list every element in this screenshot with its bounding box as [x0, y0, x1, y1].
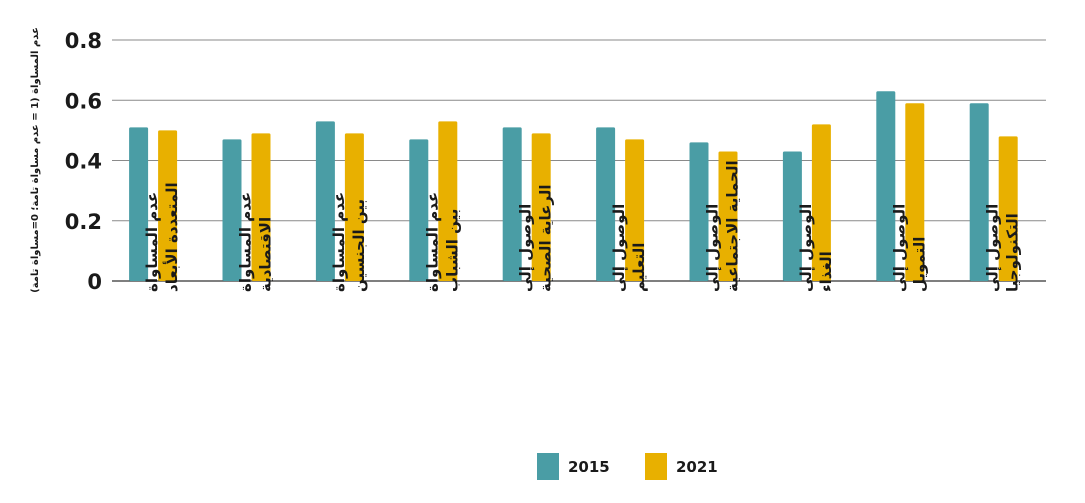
bar-2021-4	[438, 121, 458, 282]
category-label-line: الوصول إلى	[797, 204, 815, 292]
category-label: الوصول إلى التكنولوجيا	[984, 204, 1022, 292]
bar-2015-6	[596, 127, 616, 281]
bar-2021-3	[344, 133, 364, 281]
bar-2015-10	[969, 103, 989, 281]
bar-2015-3	[315, 121, 335, 282]
category-label-line: الوصول إلى	[703, 204, 721, 292]
category-label-line: الحماية الاجتماعية	[723, 160, 741, 292]
bar-2015-5	[502, 127, 522, 281]
y-axis-label: عدم المساواة (1 = عدم مساواة تامة؛ 0=مسا…	[30, 27, 41, 293]
y-axis-ticks: 0 0.2 0.4 0.6 0.8	[65, 29, 102, 294]
category-label-line: بين الجنسين	[350, 199, 368, 292]
category-label-line: الوصول إلى	[984, 204, 1002, 292]
category-label: الوصول إلى التمويل	[890, 204, 928, 292]
category-label-line: بين الشباب	[443, 209, 461, 292]
bar-2015-9	[876, 91, 896, 282]
category-label: عدم المساواة بين الشباب	[423, 192, 461, 292]
category-label: الوصول إلى التعليم	[610, 204, 648, 292]
category-label-line: عدم المساواة	[330, 192, 348, 292]
bar-2021-7	[718, 151, 738, 281]
y-tick-label: 0.6	[65, 89, 102, 113]
bar-2021-9	[905, 103, 925, 281]
category-label-line: التمويل	[910, 237, 928, 292]
bar-2015-8	[782, 151, 802, 281]
category-label-line: الاقتصادية	[256, 217, 274, 292]
category-label-line: عدم المساواة	[236, 192, 254, 292]
category-label: الوصول إلى الغذاء	[797, 204, 835, 292]
category-label-line: الغذاء	[817, 251, 835, 292]
category-label: عدم المساواة الاقتصادية	[236, 192, 274, 292]
legend-label-2021: 2021	[676, 458, 718, 476]
bar-2021-10	[998, 136, 1018, 281]
bar-2021-8	[811, 124, 831, 281]
y-tick-label: 0.2	[65, 210, 102, 234]
legend: 2015 2021	[537, 453, 718, 480]
y-tick-label: 0.4	[65, 150, 102, 174]
bar-2015-1	[129, 127, 149, 281]
category-label: الوصول إلى الحماية الاجتماعية	[703, 160, 741, 292]
y-tick-label: 0	[87, 270, 102, 294]
bar-2015-7	[689, 142, 709, 281]
category-label: عدم المساواة المتعددة الأبعاد	[143, 182, 181, 292]
legend-swatch-2015	[537, 453, 559, 480]
category-label-line: الوصول إلى	[517, 204, 535, 292]
bar-2021-5	[531, 133, 551, 281]
category-label: الوصول إلى الرعاية الصحية	[517, 184, 555, 292]
category-label-line: التكنولوجيا	[1004, 213, 1022, 292]
category-label-line: المتعددة الأبعاد	[163, 182, 181, 292]
category-label-line: التعليم	[630, 243, 648, 292]
category-label-line: عدم المساواة	[143, 192, 161, 292]
category-label-line: الوصول إلى	[610, 204, 628, 292]
category-label-line: الرعاية الصحية	[537, 184, 555, 292]
bars	[129, 91, 1018, 282]
category-labels: عدم المساواة المتعددة الأبعاد عدم المساواة…	[143, 160, 1022, 292]
bar-2021-6	[625, 139, 645, 281]
bar-2021-1	[158, 130, 178, 281]
category-label-line: الوصول إلى	[890, 204, 908, 292]
category-label: عدم المساواة بين الجنسين	[330, 192, 368, 292]
bar-2015-4	[409, 139, 429, 281]
legend-swatch-2021	[645, 453, 667, 480]
bar-2015-2	[222, 139, 242, 281]
y-tick-label: 0.8	[65, 29, 102, 53]
category-label-line: عدم المساواة	[423, 192, 441, 292]
bar-2021-2	[251, 133, 271, 281]
legend-label-2015: 2015	[568, 458, 610, 476]
